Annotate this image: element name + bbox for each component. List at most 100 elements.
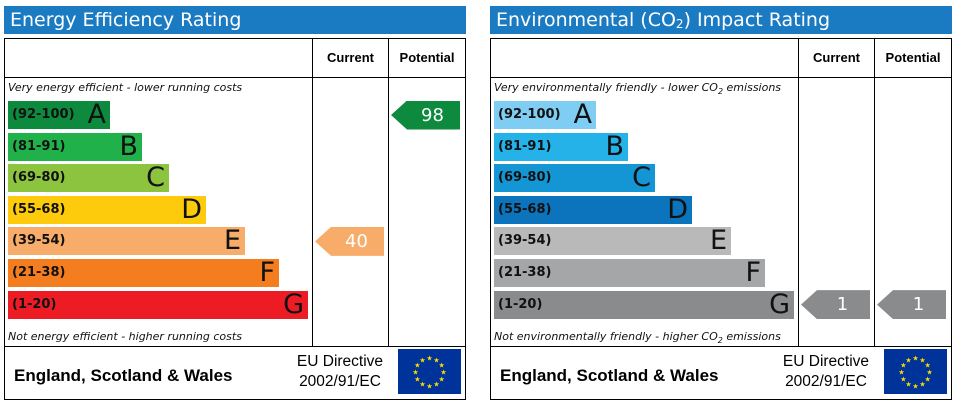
bottom-caption: Not energy efficient - higher running co… xyxy=(8,330,242,343)
eu-star-icon: ★ xyxy=(438,362,444,370)
eu-flag-icon: ★ ★ ★ ★ ★ ★ ★ ★ ★ ★ ★ ★ xyxy=(398,349,461,394)
band-letter-label: A xyxy=(87,99,106,130)
environmental-impact-title: Environmental (CO2) Impact Rating xyxy=(490,6,952,34)
current-rating-arrow: 1 xyxy=(801,290,870,320)
rating-band-f: (21-38) F xyxy=(494,259,765,287)
eu-star-icon: ★ xyxy=(900,362,906,370)
eu-star-icon: ★ xyxy=(440,369,446,377)
bottom-caption: Not environmentally friendly - higher CO… xyxy=(494,330,781,346)
eu-star-icon: ★ xyxy=(924,362,930,370)
eu-star-icon: ★ xyxy=(912,355,918,363)
band-range-label: (39-54) xyxy=(12,233,66,249)
eu-star-icon: ★ xyxy=(905,356,911,364)
eu-star-icon: ★ xyxy=(419,381,425,389)
rating-band-g: (1-20) G xyxy=(8,288,308,320)
band-letter-label: C xyxy=(146,162,165,194)
footer-divider xyxy=(491,346,951,347)
current-column-divider xyxy=(798,39,799,347)
rating-band-d: (55-68) D xyxy=(8,193,206,225)
eu-star-icon: ★ xyxy=(426,355,432,363)
potential-column-divider xyxy=(388,39,389,347)
band-range-label: (69-80) xyxy=(498,170,552,186)
rating-band-c: (69-80) C xyxy=(494,162,655,194)
rating-band-c: (69-80) C xyxy=(8,162,169,194)
eu-star-icon: ★ xyxy=(905,381,911,389)
rating-band-g: (1-20) G xyxy=(494,288,794,320)
eu-star-icon: ★ xyxy=(426,383,432,391)
top-caption: Very energy efficient - lower running co… xyxy=(8,81,243,94)
eu-star-icon: ★ xyxy=(419,356,425,364)
environmental-impact-table: Current Potential Very environmentally f… xyxy=(490,38,952,400)
eu-star-icon: ★ xyxy=(438,376,444,384)
potential-rating-arrow: 98 xyxy=(391,100,460,130)
header-divider xyxy=(491,77,951,78)
eu-flag-icon: ★ ★ ★ ★ ★ ★ ★ ★ ★ ★ ★ ★ xyxy=(884,349,947,394)
eu-star-icon: ★ xyxy=(898,369,904,377)
eu-star-icon: ★ xyxy=(926,369,932,377)
band-range-label: (81-91) xyxy=(12,138,66,154)
eu-star-icon: ★ xyxy=(924,376,930,384)
eu-star-icon: ★ xyxy=(912,383,918,391)
top-caption: Very environmentally friendly - lower CO… xyxy=(494,81,782,97)
current-rating-arrow: 40 xyxy=(315,226,384,256)
band-range-label: (55-68) xyxy=(498,201,552,217)
band-letter-label: F xyxy=(259,257,275,288)
band-letter-label: C xyxy=(632,162,651,194)
eu-star-icon: ★ xyxy=(919,381,925,389)
potential-column-header: Potential xyxy=(399,50,455,65)
band-range-label: (21-38) xyxy=(12,265,66,280)
band-range-label: (1-20) xyxy=(12,296,57,312)
rating-band-a: (92-100) A xyxy=(8,101,110,129)
environmental-impact-panel: Environmental (CO2) Impact Rating Curren… xyxy=(490,6,952,400)
band-letter-label: B xyxy=(605,130,624,162)
band-range-label: (55-68) xyxy=(12,201,66,217)
band-letter-label: G xyxy=(769,288,790,320)
band-range-label: (81-91) xyxy=(498,138,552,154)
rating-band-b: (81-91) B xyxy=(494,130,628,162)
band-letter-label: G xyxy=(283,288,304,320)
footer-directive: EU Directive 2002/91/EC xyxy=(773,352,879,392)
band-letter-label: F xyxy=(745,257,761,288)
current-column-header: Current xyxy=(813,50,860,65)
footer-divider xyxy=(5,346,465,347)
eu-star-icon: ★ xyxy=(433,356,439,364)
potential-column-divider xyxy=(874,39,875,347)
band-letter-label: D xyxy=(181,193,202,225)
rating-band-e: (39-54) E xyxy=(494,225,731,257)
band-letter-label: E xyxy=(709,225,727,257)
band-range-label: (92-100) xyxy=(498,107,561,122)
rating-band-e: (39-54) E xyxy=(8,225,245,257)
eu-star-icon: ★ xyxy=(412,369,418,377)
band-range-label: (21-38) xyxy=(498,265,552,280)
band-letter-label: D xyxy=(667,193,688,225)
band-range-label: (69-80) xyxy=(12,170,66,186)
energy-efficiency-table: Current Potential Very energy efficient … xyxy=(4,38,466,400)
rating-band-a: (92-100) A xyxy=(494,101,596,129)
footer-region: England, Scotland & Wales xyxy=(500,366,719,385)
band-letter-label: E xyxy=(223,225,241,257)
potential-rating-arrow: 1 xyxy=(877,290,946,320)
rating-band-d: (55-68) D xyxy=(494,193,692,225)
potential-column-header: Potential xyxy=(885,50,941,65)
band-range-label: (92-100) xyxy=(12,107,75,122)
directive-line-1: EU Directive xyxy=(296,353,384,370)
eu-star-icon: ★ xyxy=(433,381,439,389)
energy-efficiency-title: Energy Efficiency Rating xyxy=(4,6,466,34)
footer-directive: EU Directive 2002/91/EC xyxy=(287,352,393,392)
eu-star-icon: ★ xyxy=(919,356,925,364)
directive-line-2: 2002/91/EC xyxy=(299,373,381,390)
eu-star-icon: ★ xyxy=(900,376,906,384)
rating-band-b: (81-91) B xyxy=(8,130,142,162)
band-letter-label: B xyxy=(119,130,138,162)
eu-star-icon: ★ xyxy=(414,362,420,370)
band-range-label: (39-54) xyxy=(498,233,552,249)
band-range-label: (1-20) xyxy=(498,296,543,312)
eu-star-icon: ★ xyxy=(414,376,420,384)
header-divider xyxy=(5,77,465,78)
directive-line-2: 2002/91/EC xyxy=(785,373,867,390)
footer-region: England, Scotland & Wales xyxy=(14,366,233,385)
energy-efficiency-panel: Energy Efficiency Rating Current Potenti… xyxy=(4,6,466,400)
band-letter-label: A xyxy=(573,99,592,130)
rating-band-f: (21-38) F xyxy=(8,259,279,287)
directive-line-1: EU Directive xyxy=(782,353,870,370)
